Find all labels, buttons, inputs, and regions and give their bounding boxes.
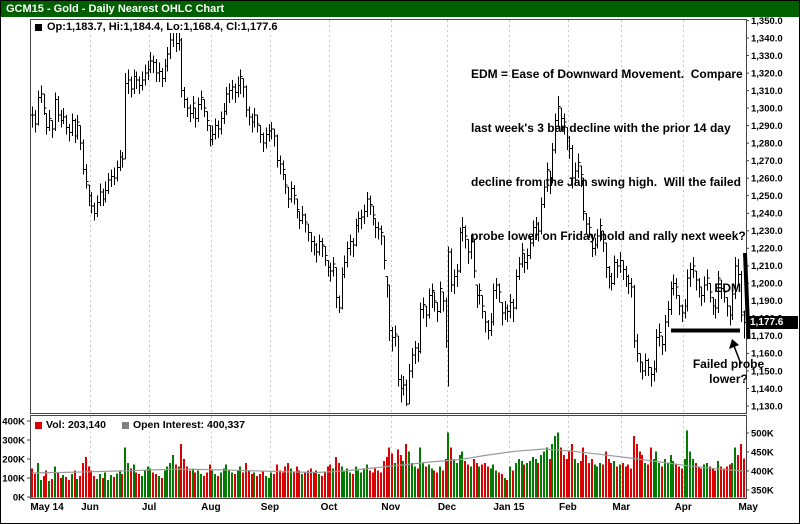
failed-probe-arrow-head	[729, 339, 739, 349]
svg-text:500K: 500K	[751, 428, 774, 439]
ohlc-legend: Op:1,183.7, Hi:1,184.4, Lo:1,168.4, Cl:1…	[33, 21, 280, 33]
svg-text:Jan 15: Jan 15	[493, 502, 525, 513]
svg-text:200K: 200K	[2, 454, 25, 465]
svg-text:Dec: Dec	[438, 502, 457, 513]
svg-text:1,320.0: 1,320.0	[751, 68, 783, 79]
note-line-3: decline from the Jan swing high. Will th…	[471, 175, 741, 189]
svg-text:Jul: Jul	[142, 502, 157, 513]
svg-text:1,260.0: 1,260.0	[751, 174, 783, 185]
open-interest-line	[32, 448, 744, 474]
svg-text:1,290.0: 1,290.0	[751, 121, 783, 132]
volume-legend-item: Vol: 203,140	[32, 418, 109, 432]
last-price-tag: 1,177.6	[747, 316, 798, 330]
chart-title-bar: GCM15 - Gold - Daily Nearest OHLC Chart	[1, 1, 799, 17]
volume-swatch	[35, 421, 42, 429]
failed-probe-arrow-line	[733, 345, 742, 365]
failed-probe-label: Failed probe lower?	[651, 357, 799, 387]
svg-text:1,300.0: 1,300.0	[751, 103, 783, 114]
svg-text:1,140.0: 1,140.0	[751, 384, 783, 395]
ohlc-legend-text: Op:1,183.7, Hi:1,184.4, Lo:1,168.4, Cl:1…	[47, 21, 278, 33]
svg-text:1,150.0: 1,150.0	[751, 366, 783, 377]
svg-text:Jun: Jun	[81, 502, 99, 513]
svg-text:1,130.0: 1,130.0	[751, 401, 783, 412]
svg-text:1,190.0: 1,190.0	[751, 296, 783, 307]
svg-text:1,250.0: 1,250.0	[751, 191, 783, 202]
svg-text:Oct: Oct	[321, 502, 338, 513]
svg-text:1,280.0: 1,280.0	[751, 139, 783, 150]
svg-text:300K: 300K	[2, 435, 25, 446]
open-interest-legend-item: Open Interest: 400,337	[118, 418, 248, 432]
svg-text:Mar: Mar	[612, 502, 630, 513]
svg-text:400K: 400K	[2, 416, 25, 427]
svg-text:Sep: Sep	[261, 502, 279, 513]
svg-text:1,240.0: 1,240.0	[751, 209, 783, 220]
volume-legend-text: Vol: 203,140	[46, 419, 106, 431]
svg-text:1,230.0: 1,230.0	[751, 226, 783, 237]
chart-title: GCM15 - Gold - Daily Nearest OHLC Chart	[6, 3, 225, 15]
pane-borders	[30, 19, 747, 499]
annotation-note: EDM = Ease of Downward Movement. Compare…	[471, 29, 746, 281]
edm-label: EDM	[714, 281, 741, 295]
svg-text:100K: 100K	[2, 473, 25, 484]
svg-text:1,220.0: 1,220.0	[751, 244, 783, 255]
failed-probe-line-2: lower?	[709, 372, 748, 386]
svg-text:1,170.0: 1,170.0	[751, 331, 783, 342]
note-line-1: EDM = Ease of Downward Movement. Compare	[471, 67, 743, 81]
svg-text:May 14: May 14	[30, 502, 64, 513]
open-interest-legend-text: Open Interest: 400,337	[132, 419, 245, 431]
note-line-4: probe lower on Friday hold and rally nex…	[471, 229, 746, 243]
svg-text:Apr: Apr	[675, 502, 692, 513]
price-axis-labels: 1,130.01,140.01,150.01,160.01,170.01,180…	[747, 17, 783, 412]
svg-text:1,160.0: 1,160.0	[751, 349, 783, 360]
svg-text:450K: 450K	[751, 447, 774, 458]
svg-text:Feb: Feb	[559, 502, 577, 513]
month-axis-labels: May 14 Jun Jul Aug Sep Oct Nov Dec Jan 15 Feb Mar A…	[30, 502, 758, 513]
svg-text:400K: 400K	[751, 466, 774, 477]
svg-text:1,310.0: 1,310.0	[751, 86, 783, 97]
svg-text:0K: 0K	[13, 492, 25, 503]
price-legend-swatch	[35, 23, 42, 31]
ohlc-bars	[30, 27, 747, 406]
svg-text:1,340.0: 1,340.0	[751, 33, 783, 44]
svg-text:Nov: Nov	[381, 502, 400, 513]
svg-text:1,210.0: 1,210.0	[751, 261, 783, 272]
svg-text:350K: 350K	[751, 485, 774, 496]
svg-text:Aug: Aug	[201, 502, 220, 513]
svg-text:1,350.0: 1,350.0	[751, 17, 783, 27]
svg-text:May: May	[738, 502, 758, 513]
volume-axis-labels: 400K 300K 200K 100K 0K	[2, 416, 30, 503]
svg-text:1,330.0: 1,330.0	[751, 51, 783, 62]
volume-bars	[31, 430, 745, 498]
note-line-2: last week's 3 bar decline with the prior…	[471, 121, 731, 135]
volume-legend: Vol: 203,140 Open Interest: 400,337	[32, 418, 248, 432]
svg-text:1,200.0: 1,200.0	[751, 279, 783, 290]
ohlc-chart-svg: 1,130.01,140.01,150.01,160.01,170.01,180…	[2, 17, 783, 513]
chart-area: 1,130.01,140.01,150.01,160.01,170.01,180…	[1, 17, 799, 523]
month-gridlines	[90, 20, 684, 497]
open-interest-axis-labels: 500K 450K 400K 350K	[747, 428, 774, 496]
open-interest-swatch	[121, 421, 129, 429]
svg-text:1,270.0: 1,270.0	[751, 156, 783, 167]
failed-probe-line-1: Failed probe	[692, 357, 765, 371]
